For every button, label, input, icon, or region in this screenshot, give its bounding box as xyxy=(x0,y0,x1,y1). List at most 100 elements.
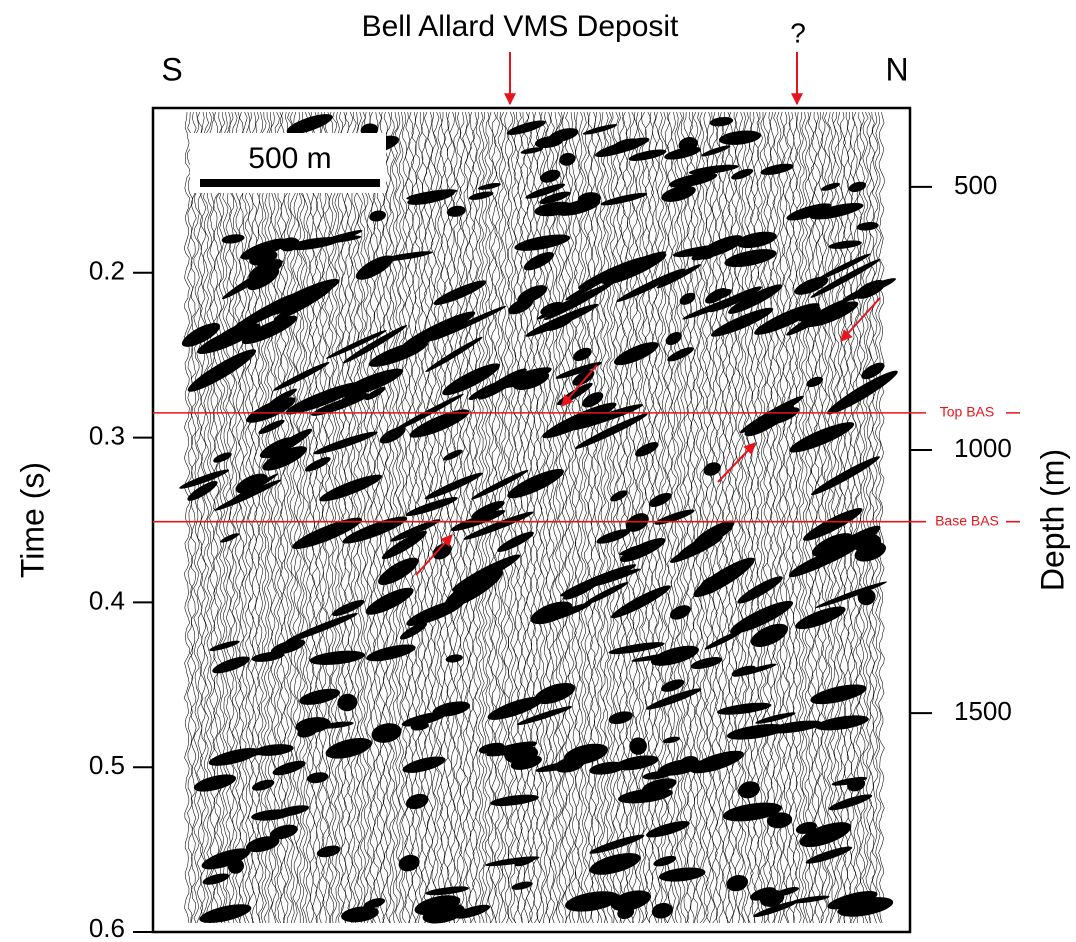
trace xyxy=(449,111,456,924)
reflector xyxy=(856,222,879,231)
reflector xyxy=(600,192,648,206)
reflector xyxy=(646,820,690,838)
arrow xyxy=(415,534,453,576)
reflector xyxy=(274,805,310,817)
horizon-label-bg xyxy=(926,403,1006,422)
reflector xyxy=(512,371,550,390)
trace xyxy=(372,111,380,924)
trace xyxy=(369,111,377,924)
reflector xyxy=(791,895,830,904)
reflector xyxy=(535,758,593,772)
reflector xyxy=(582,124,618,135)
trace xyxy=(455,111,463,924)
trace xyxy=(305,111,312,924)
reflector xyxy=(525,183,566,199)
trace xyxy=(737,111,744,924)
trace xyxy=(190,111,197,924)
reflector xyxy=(258,419,285,435)
reflector xyxy=(409,409,470,438)
reflector xyxy=(187,349,257,392)
reflector xyxy=(208,747,260,766)
reflector xyxy=(366,644,416,662)
south-label: S xyxy=(161,51,182,87)
reflector xyxy=(424,472,483,500)
trace xyxy=(586,111,594,924)
reflector xyxy=(728,284,783,314)
reflector xyxy=(365,386,386,401)
reflector xyxy=(247,267,280,291)
reflector xyxy=(181,322,221,347)
reflector xyxy=(273,287,333,322)
reflector xyxy=(821,182,840,191)
reflector xyxy=(642,770,672,780)
reflector xyxy=(193,774,237,792)
reflector xyxy=(342,516,408,544)
reflector xyxy=(202,873,230,885)
reflector xyxy=(326,330,387,359)
reflector xyxy=(628,149,667,161)
reflector xyxy=(794,276,829,295)
reflector xyxy=(750,623,789,648)
trace xyxy=(804,111,812,924)
plot-frame xyxy=(151,106,912,934)
reflector xyxy=(789,422,855,453)
trace xyxy=(266,111,274,923)
trace xyxy=(868,111,876,924)
trace xyxy=(423,111,431,924)
trace xyxy=(241,111,248,924)
reflector xyxy=(800,534,873,574)
horizon-label: Top BAS xyxy=(940,404,994,420)
reflector xyxy=(445,654,463,663)
reflector xyxy=(285,613,358,643)
reflector xyxy=(750,887,777,901)
reflector xyxy=(269,824,298,840)
trace xyxy=(413,111,421,924)
reflector xyxy=(485,856,540,867)
trace xyxy=(254,111,261,924)
reflector xyxy=(201,848,251,870)
reflector xyxy=(399,622,428,640)
reflector xyxy=(477,182,501,190)
trace xyxy=(612,111,620,924)
trace xyxy=(215,111,223,924)
y-tick-label: 0.6 xyxy=(89,913,125,942)
reflector xyxy=(617,906,635,920)
trace xyxy=(599,111,607,924)
reflector xyxy=(619,538,666,562)
trace xyxy=(705,111,712,924)
seismic-image xyxy=(179,111,898,924)
reflector xyxy=(653,855,677,867)
reflector xyxy=(292,517,363,549)
trace xyxy=(327,111,335,924)
trace xyxy=(426,111,434,924)
trace xyxy=(385,111,392,924)
y2-tick-label: 1000 xyxy=(954,433,1012,463)
reflector xyxy=(811,456,880,496)
arrow xyxy=(840,297,881,342)
y-tick-label: 0.4 xyxy=(89,585,125,615)
reflector xyxy=(662,736,681,744)
reflector xyxy=(425,886,470,896)
reflector xyxy=(722,802,782,822)
reflector xyxy=(559,152,576,166)
trace xyxy=(468,111,475,924)
trace xyxy=(718,111,725,924)
trace xyxy=(782,111,789,924)
trace xyxy=(417,111,424,924)
arrow xyxy=(561,364,598,407)
trace xyxy=(343,111,351,924)
trace xyxy=(292,111,300,924)
reflector xyxy=(563,575,605,600)
reflector xyxy=(855,534,882,555)
trace xyxy=(461,111,469,924)
reflector xyxy=(252,779,275,791)
trace xyxy=(775,111,783,924)
reflector xyxy=(815,715,869,731)
trace xyxy=(212,111,220,924)
reflector xyxy=(402,756,446,773)
trace xyxy=(605,111,613,924)
reflector xyxy=(470,469,529,500)
trace xyxy=(766,111,773,924)
reflector xyxy=(304,457,331,472)
